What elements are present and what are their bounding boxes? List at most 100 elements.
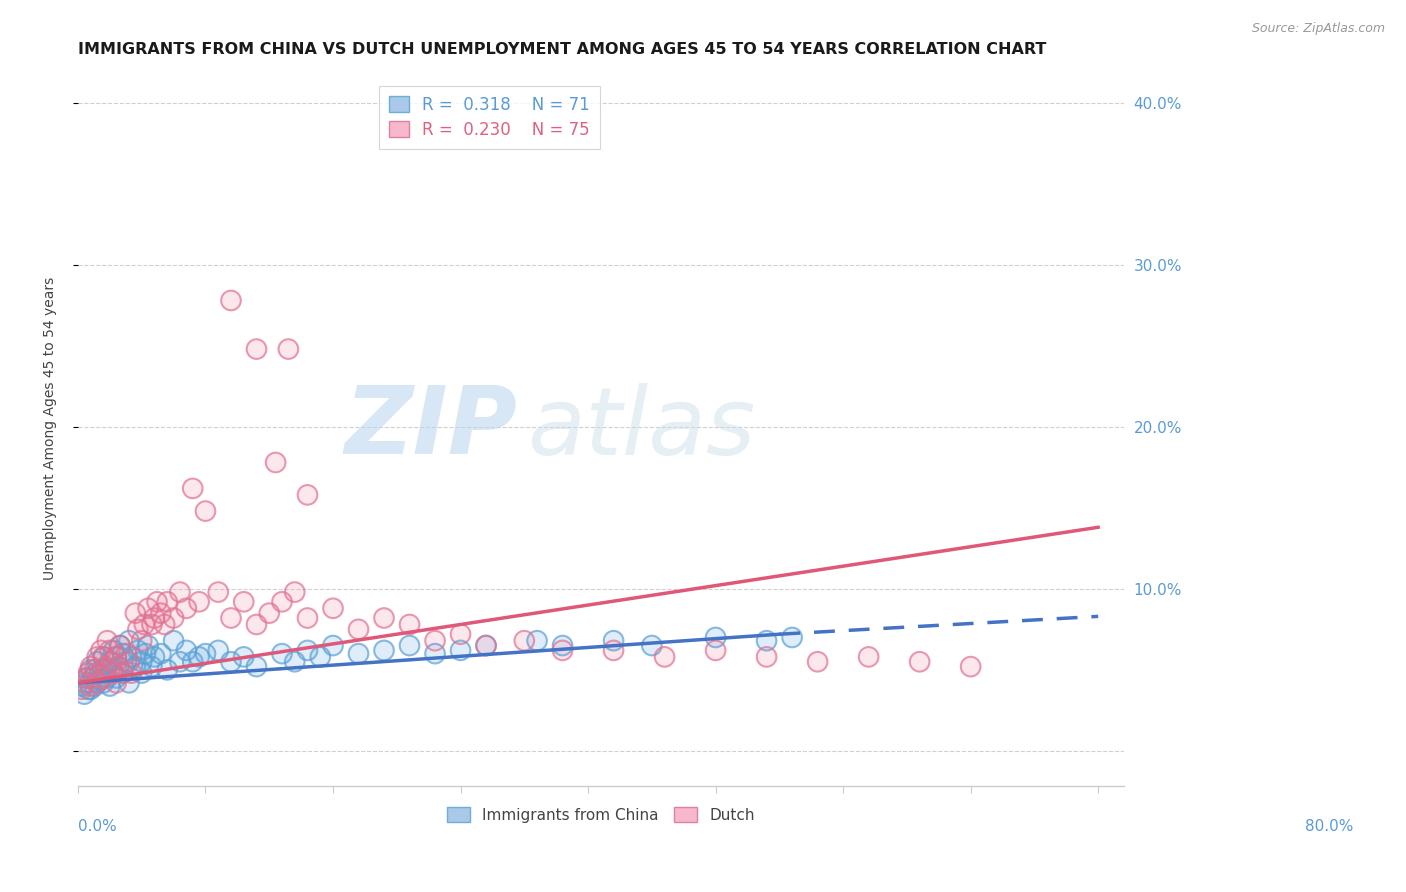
Point [136, 639, 159, 653]
Point [93, 671, 115, 685]
Point [118, 655, 141, 669]
Point [245, 342, 267, 356]
Point [141, 617, 163, 632]
Point [181, 655, 204, 669]
Point [131, 633, 153, 648]
Point [70, 679, 93, 693]
Point [136, 639, 159, 653]
Point [271, 647, 294, 661]
Point [111, 666, 134, 681]
Y-axis label: Unemployment Among Ages 45 to 54 years: Unemployment Among Ages 45 to 54 years [44, 277, 58, 580]
Point [309, 649, 332, 664]
Point [188, 649, 211, 664]
Point [207, 585, 229, 599]
Point [83, 663, 105, 677]
Point [111, 666, 134, 681]
Point [347, 623, 370, 637]
Point [162, 633, 184, 648]
Point [93, 675, 115, 690]
Point [80, 682, 103, 697]
Point [70, 682, 93, 697]
Point [115, 647, 138, 661]
Point [156, 595, 179, 609]
Point [423, 633, 446, 648]
Point [143, 649, 166, 664]
Point [89, 666, 111, 681]
Point [105, 649, 128, 664]
Point [77, 666, 100, 681]
Point [105, 649, 128, 664]
Point [194, 504, 217, 518]
Point [959, 659, 981, 673]
Point [76, 671, 98, 685]
Point [297, 611, 319, 625]
Point [143, 611, 166, 625]
Point [73, 687, 96, 701]
Point [111, 647, 134, 661]
Point [134, 617, 156, 632]
Point [309, 649, 332, 664]
Point [131, 633, 153, 648]
Point [82, 671, 104, 685]
Point [98, 643, 121, 657]
Point [105, 671, 128, 685]
Point [194, 647, 217, 661]
Point [118, 633, 141, 648]
Point [475, 639, 498, 653]
Point [245, 617, 267, 632]
Point [176, 643, 198, 657]
Point [153, 617, 176, 632]
Point [169, 585, 191, 599]
Point [86, 655, 108, 669]
Point [70, 679, 93, 693]
Point [90, 643, 112, 657]
Point [93, 671, 115, 685]
Point [755, 633, 778, 648]
Point [76, 671, 98, 685]
Point [232, 649, 254, 664]
Point [131, 666, 153, 681]
Point [271, 647, 294, 661]
Point [264, 455, 287, 469]
Point [103, 643, 125, 657]
Point [551, 643, 574, 657]
Point [526, 633, 548, 648]
Point [82, 671, 104, 685]
Point [80, 679, 103, 693]
Point [101, 666, 124, 681]
Point [86, 675, 108, 690]
Point [76, 671, 98, 685]
Point [654, 649, 676, 664]
Point [141, 659, 163, 673]
Text: 80.0%: 80.0% [1305, 819, 1353, 834]
Point [423, 633, 446, 648]
Point [176, 601, 198, 615]
Point [108, 639, 131, 653]
Point [98, 663, 121, 677]
Point [124, 606, 146, 620]
Point [194, 647, 217, 661]
Point [322, 601, 344, 615]
Point [245, 659, 267, 673]
Text: IMMIGRANTS FROM CHINA VS DUTCH UNEMPLOYMENT AMONG AGES 45 TO 54 YEARS CORRELATIO: IMMIGRANTS FROM CHINA VS DUTCH UNEMPLOYM… [77, 42, 1046, 57]
Point [551, 639, 574, 653]
Point [79, 675, 101, 690]
Point [107, 659, 129, 673]
Point [373, 611, 395, 625]
Point [297, 488, 319, 502]
Point [108, 639, 131, 653]
Point [780, 631, 803, 645]
Point [475, 639, 498, 653]
Point [322, 639, 344, 653]
Point [347, 623, 370, 637]
Point [188, 595, 211, 609]
Point [450, 627, 472, 641]
Point [602, 643, 624, 657]
Point [398, 639, 420, 653]
Point [176, 601, 198, 615]
Point [96, 633, 118, 648]
Point [143, 611, 166, 625]
Point [105, 675, 128, 690]
Point [149, 606, 172, 620]
Point [118, 675, 141, 690]
